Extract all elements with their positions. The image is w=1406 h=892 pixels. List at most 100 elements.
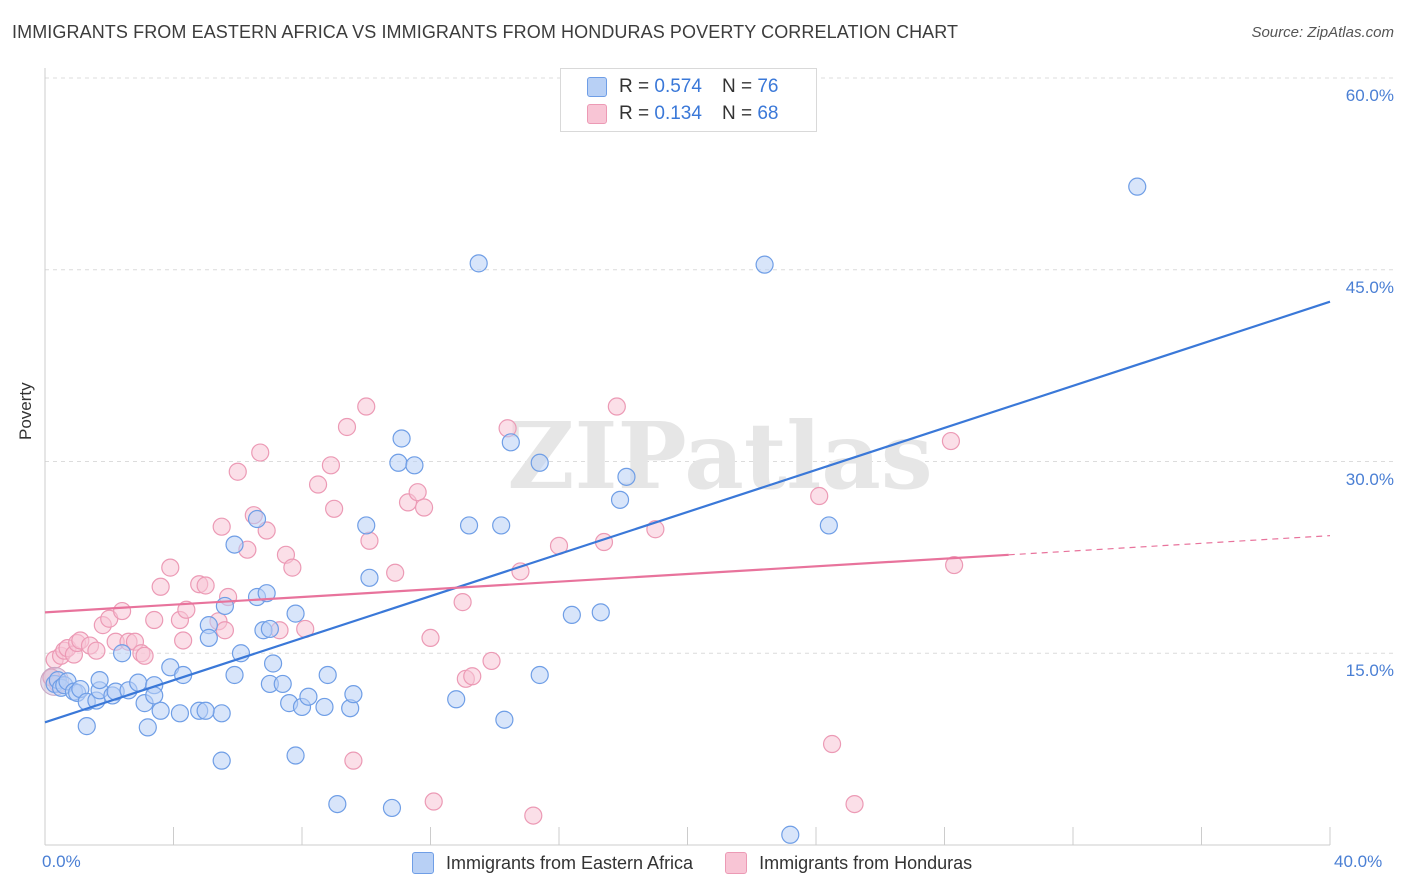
honduras-point (308, 475, 328, 494)
n-value-blue: 76 (757, 76, 779, 97)
honduras-point (386, 563, 405, 582)
eastern-africa-point (530, 453, 549, 472)
eastern-africa-point (610, 490, 630, 509)
honduras-point (822, 734, 842, 754)
blue-swatch (587, 77, 607, 97)
honduras-point (196, 576, 215, 595)
honduras-point (408, 483, 427, 502)
eastern-africa-point (77, 717, 96, 736)
honduras-point (941, 431, 961, 451)
eastern-africa-point (617, 467, 636, 486)
honduras-point (174, 631, 193, 650)
x-tick-label-min: 0.0% (42, 852, 81, 871)
honduras-point (453, 593, 472, 612)
honduras-point (177, 600, 196, 619)
eastern-africa-point (447, 690, 466, 709)
r-value-pink: 0.134 (654, 103, 702, 124)
watermark: ZIPatlas (507, 402, 932, 510)
eastern-africa-points (45, 177, 1147, 844)
eastern-africa-point (138, 718, 157, 737)
trend-lines (44, 300, 1331, 724)
eastern-africa-point (501, 433, 520, 452)
honduras-point (945, 555, 964, 575)
y-tick-label-15: 15.0% (1345, 661, 1394, 681)
eastern-africa-point (389, 453, 408, 472)
honduras-point (414, 498, 434, 517)
eastern-africa-point (286, 604, 305, 623)
eastern-africa-point (90, 670, 109, 690)
pink-legend-swatch (725, 852, 748, 874)
eastern-africa-point (257, 584, 276, 603)
honduras-point (212, 517, 231, 536)
n-label: N = (721, 76, 753, 97)
y-axis-label: Poverty (16, 382, 35, 440)
eastern-africa-point (112, 644, 132, 663)
honduras-point (228, 462, 247, 481)
chart-title: IMMIGRANTS FROM EASTERN AFRICA VS IMMIGR… (12, 22, 959, 42)
honduras-point (325, 499, 344, 518)
legend-row-pink: R = 0.134 N = 68 (587, 103, 778, 125)
eastern-africa-point (328, 794, 347, 814)
blue-legend-swatch (412, 852, 434, 874)
eastern-africa-point (755, 255, 774, 274)
eastern-africa-point (382, 798, 402, 818)
eastern-africa-point (495, 710, 514, 729)
honduras-point (112, 601, 132, 621)
r-value-blue: 0.574 (654, 76, 702, 97)
x-tick-label-max: 40.0% (1334, 852, 1383, 871)
eastern-africa-point (199, 628, 218, 648)
eastern-africa-point (215, 596, 234, 616)
eastern-africa-point (247, 509, 267, 529)
honduras-point (810, 486, 829, 506)
eastern-africa-point (318, 665, 337, 685)
eastern-africa-point (263, 654, 283, 673)
eastern-africa-point (357, 516, 376, 535)
y-tick-label-60: 60.0% (1345, 86, 1394, 105)
eastern-africa-point (196, 701, 215, 720)
honduras-point (845, 794, 864, 814)
eastern-africa-point (1128, 177, 1147, 196)
eastern-africa-point (469, 254, 488, 273)
legend-label-eastern-africa: Immigrants from Eastern Africa (446, 852, 694, 873)
honduras-point (424, 792, 443, 811)
stats-legend: R = 0.574 N = 76 R = 0.134 N = 68 (560, 68, 817, 132)
honduras-point (463, 667, 482, 686)
legend-row-blue: R = 0.574 N = 76 (587, 76, 778, 98)
eastern-africa-point (344, 685, 363, 704)
r-label: R = (619, 103, 650, 124)
honduras-point (283, 558, 302, 577)
eastern-africa-point (492, 516, 511, 535)
eastern-africa-point (225, 535, 244, 554)
honduras-trend-extension (1008, 535, 1331, 556)
eastern-africa-point (360, 568, 379, 587)
eastern-africa-point (170, 704, 190, 723)
source-label: Source: ZipAtlas.com (1251, 24, 1394, 41)
honduras-point (482, 651, 501, 671)
honduras-point (524, 806, 543, 825)
eastern-africa-point (819, 516, 838, 535)
eastern-africa-point (781, 825, 800, 844)
eastern-africa-point (405, 456, 424, 475)
honduras-point (145, 610, 164, 630)
eastern-africa-point (212, 751, 231, 770)
eastern-africa-point (129, 673, 148, 692)
honduras-point (360, 531, 379, 550)
honduras-point (321, 456, 341, 475)
eastern-africa-point (562, 605, 581, 625)
eastern-africa-point (212, 704, 231, 723)
honduras-point (607, 397, 626, 416)
y-tick-label-45: 45.0% (1345, 277, 1394, 297)
honduras-point (151, 577, 170, 596)
honduras-point (87, 641, 106, 660)
eastern-africa-point (260, 619, 279, 639)
eastern-africa-point (273, 674, 292, 694)
honduras-trend (44, 553, 1009, 614)
n-label: N = (721, 103, 753, 124)
eastern-africa-point (151, 701, 170, 720)
honduras-point (357, 397, 376, 416)
eastern-africa-point (459, 516, 479, 535)
eastern-africa-point (299, 687, 318, 706)
honduras-point (421, 628, 440, 648)
eastern-africa-trend (44, 300, 1331, 724)
